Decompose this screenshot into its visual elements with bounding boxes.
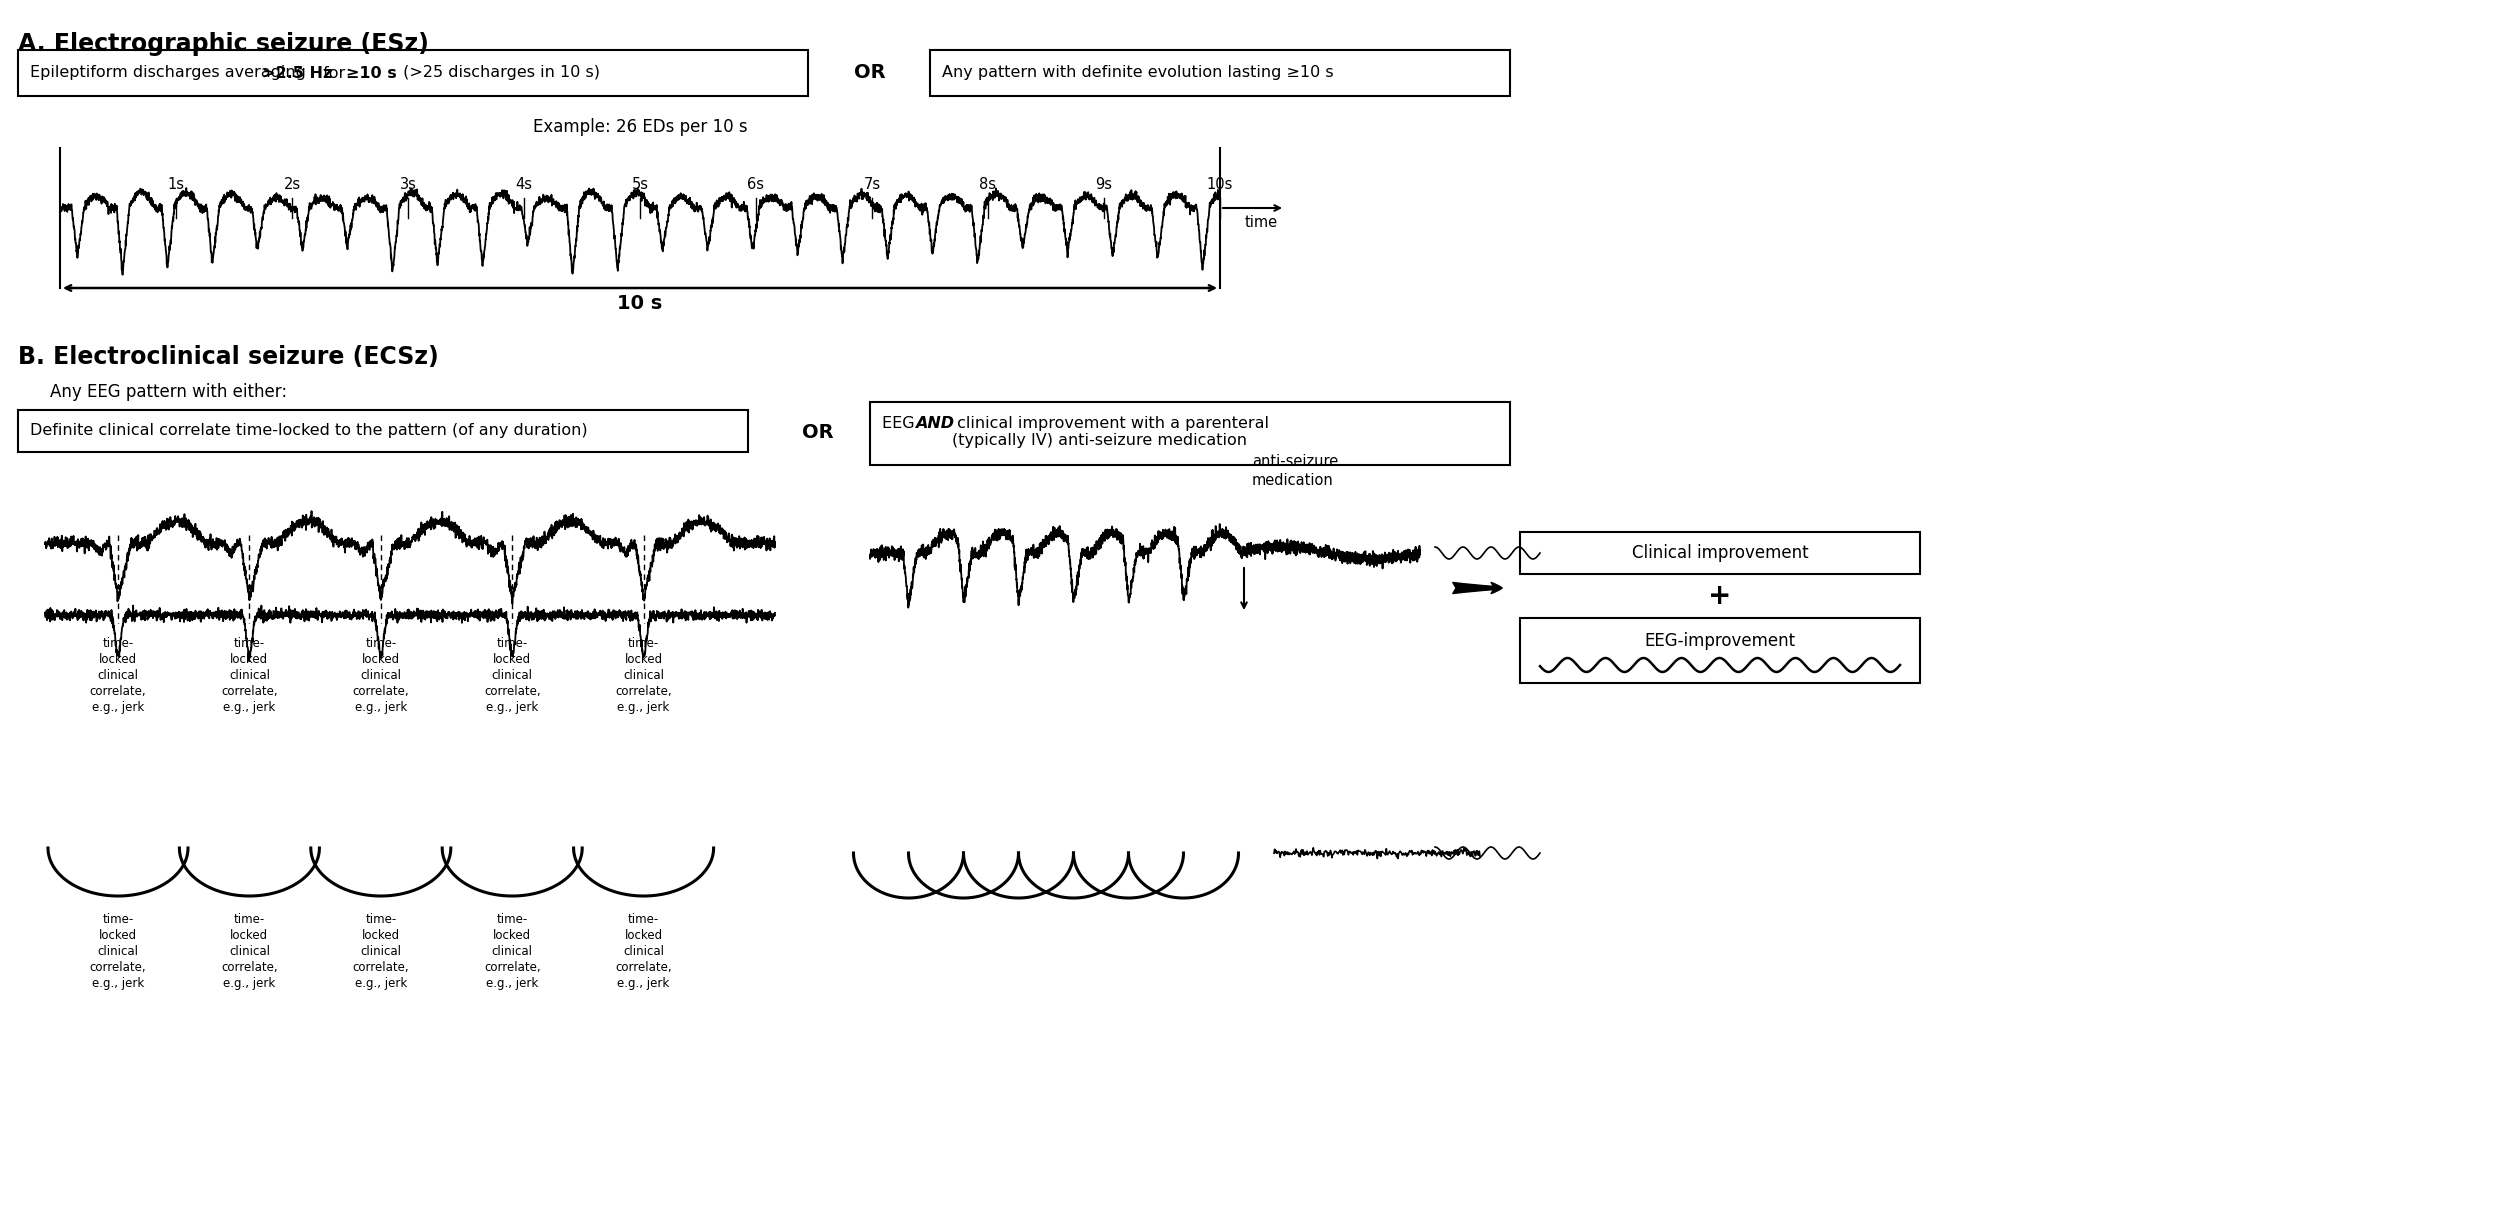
- Text: 9s: 9s: [1096, 177, 1111, 192]
- Text: time-
locked
clinical
correlate,
e.g., jerk: time- locked clinical correlate, e.g., j…: [483, 913, 541, 990]
- Text: Clinical improvement: Clinical improvement: [1632, 544, 1807, 563]
- Text: EEG-improvement: EEG-improvement: [1644, 632, 1795, 650]
- Text: time-
locked
clinical
correlate,
e.g., jerk: time- locked clinical correlate, e.g., j…: [483, 636, 541, 714]
- FancyBboxPatch shape: [931, 50, 1509, 96]
- FancyBboxPatch shape: [18, 410, 748, 452]
- Text: Definite clinical correlate time-locked to the pattern (of any duration): Definite clinical correlate time-locked …: [30, 423, 588, 438]
- Text: time-
locked
clinical
correlate,
e.g., jerk: time- locked clinical correlate, e.g., j…: [353, 913, 408, 990]
- Text: +: +: [1710, 582, 1732, 611]
- Text: >2.5 Hz: >2.5 Hz: [263, 65, 333, 80]
- Text: anti-seizure
medication: anti-seizure medication: [1252, 454, 1339, 487]
- Text: clinical improvement with a parenteral
(typically IV) anti-seizure medication: clinical improvement with a parenteral (…: [951, 416, 1269, 448]
- Text: 4s: 4s: [516, 177, 533, 192]
- Text: 8s: 8s: [979, 177, 996, 192]
- Text: ≥10 s: ≥10 s: [345, 65, 398, 80]
- Text: 2s: 2s: [283, 177, 300, 192]
- Text: time: time: [1244, 215, 1279, 230]
- Text: Epileptiform discharges averaging: Epileptiform discharges averaging: [30, 65, 310, 80]
- Text: 1s: 1s: [168, 177, 185, 192]
- Text: Any EEG pattern with either:: Any EEG pattern with either:: [50, 383, 288, 401]
- Text: (>25 discharges in 10 s): (>25 discharges in 10 s): [398, 65, 601, 80]
- Text: OR: OR: [801, 423, 833, 442]
- Text: B. Electroclinical seizure (ECSz): B. Electroclinical seizure (ECSz): [18, 345, 438, 369]
- Text: 6s: 6s: [748, 177, 763, 192]
- FancyBboxPatch shape: [18, 50, 808, 96]
- Text: time-
locked
clinical
correlate,
e.g., jerk: time- locked clinical correlate, e.g., j…: [90, 636, 145, 714]
- Text: time-
locked
clinical
correlate,
e.g., jerk: time- locked clinical correlate, e.g., j…: [220, 636, 278, 714]
- FancyBboxPatch shape: [871, 403, 1509, 465]
- Text: Any pattern with definite evolution lasting ≥10 s: Any pattern with definite evolution last…: [941, 65, 1334, 80]
- Text: OR: OR: [854, 64, 886, 82]
- FancyBboxPatch shape: [1519, 532, 1920, 574]
- Text: for: for: [318, 65, 350, 80]
- Text: time-
locked
clinical
correlate,
e.g., jerk: time- locked clinical correlate, e.g., j…: [353, 636, 408, 714]
- Text: time-
locked
clinical
correlate,
e.g., jerk: time- locked clinical correlate, e.g., j…: [220, 913, 278, 990]
- Text: EEG: EEG: [881, 416, 919, 431]
- Text: time-
locked
clinical
correlate,
e.g., jerk: time- locked clinical correlate, e.g., j…: [90, 913, 145, 990]
- Text: 5s: 5s: [631, 177, 648, 192]
- Text: 10 s: 10 s: [618, 294, 663, 313]
- Text: 7s: 7s: [864, 177, 881, 192]
- Text: A. Electrographic seizure (ESz): A. Electrographic seizure (ESz): [18, 32, 428, 55]
- Text: AND: AND: [916, 416, 954, 431]
- Text: time-
locked
clinical
correlate,
e.g., jerk: time- locked clinical correlate, e.g., j…: [616, 636, 671, 714]
- Text: 10s: 10s: [1206, 177, 1234, 192]
- FancyBboxPatch shape: [1519, 618, 1920, 683]
- Text: 3s: 3s: [400, 177, 415, 192]
- Text: Example: 26 EDs per 10 s: Example: 26 EDs per 10 s: [533, 118, 748, 135]
- Text: time-
locked
clinical
correlate,
e.g., jerk: time- locked clinical correlate, e.g., j…: [616, 913, 671, 990]
